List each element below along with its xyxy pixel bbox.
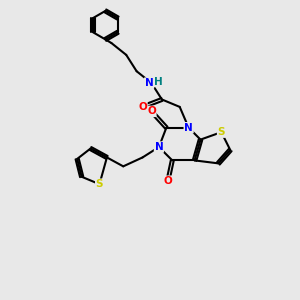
Text: O: O (164, 176, 172, 186)
Text: S: S (218, 127, 225, 137)
Text: O: O (147, 106, 156, 116)
Text: S: S (96, 179, 103, 189)
Text: N: N (184, 123, 193, 133)
Text: N: N (154, 142, 163, 152)
Text: N: N (145, 78, 154, 88)
Text: H: H (154, 76, 162, 87)
Text: O: O (138, 102, 147, 112)
